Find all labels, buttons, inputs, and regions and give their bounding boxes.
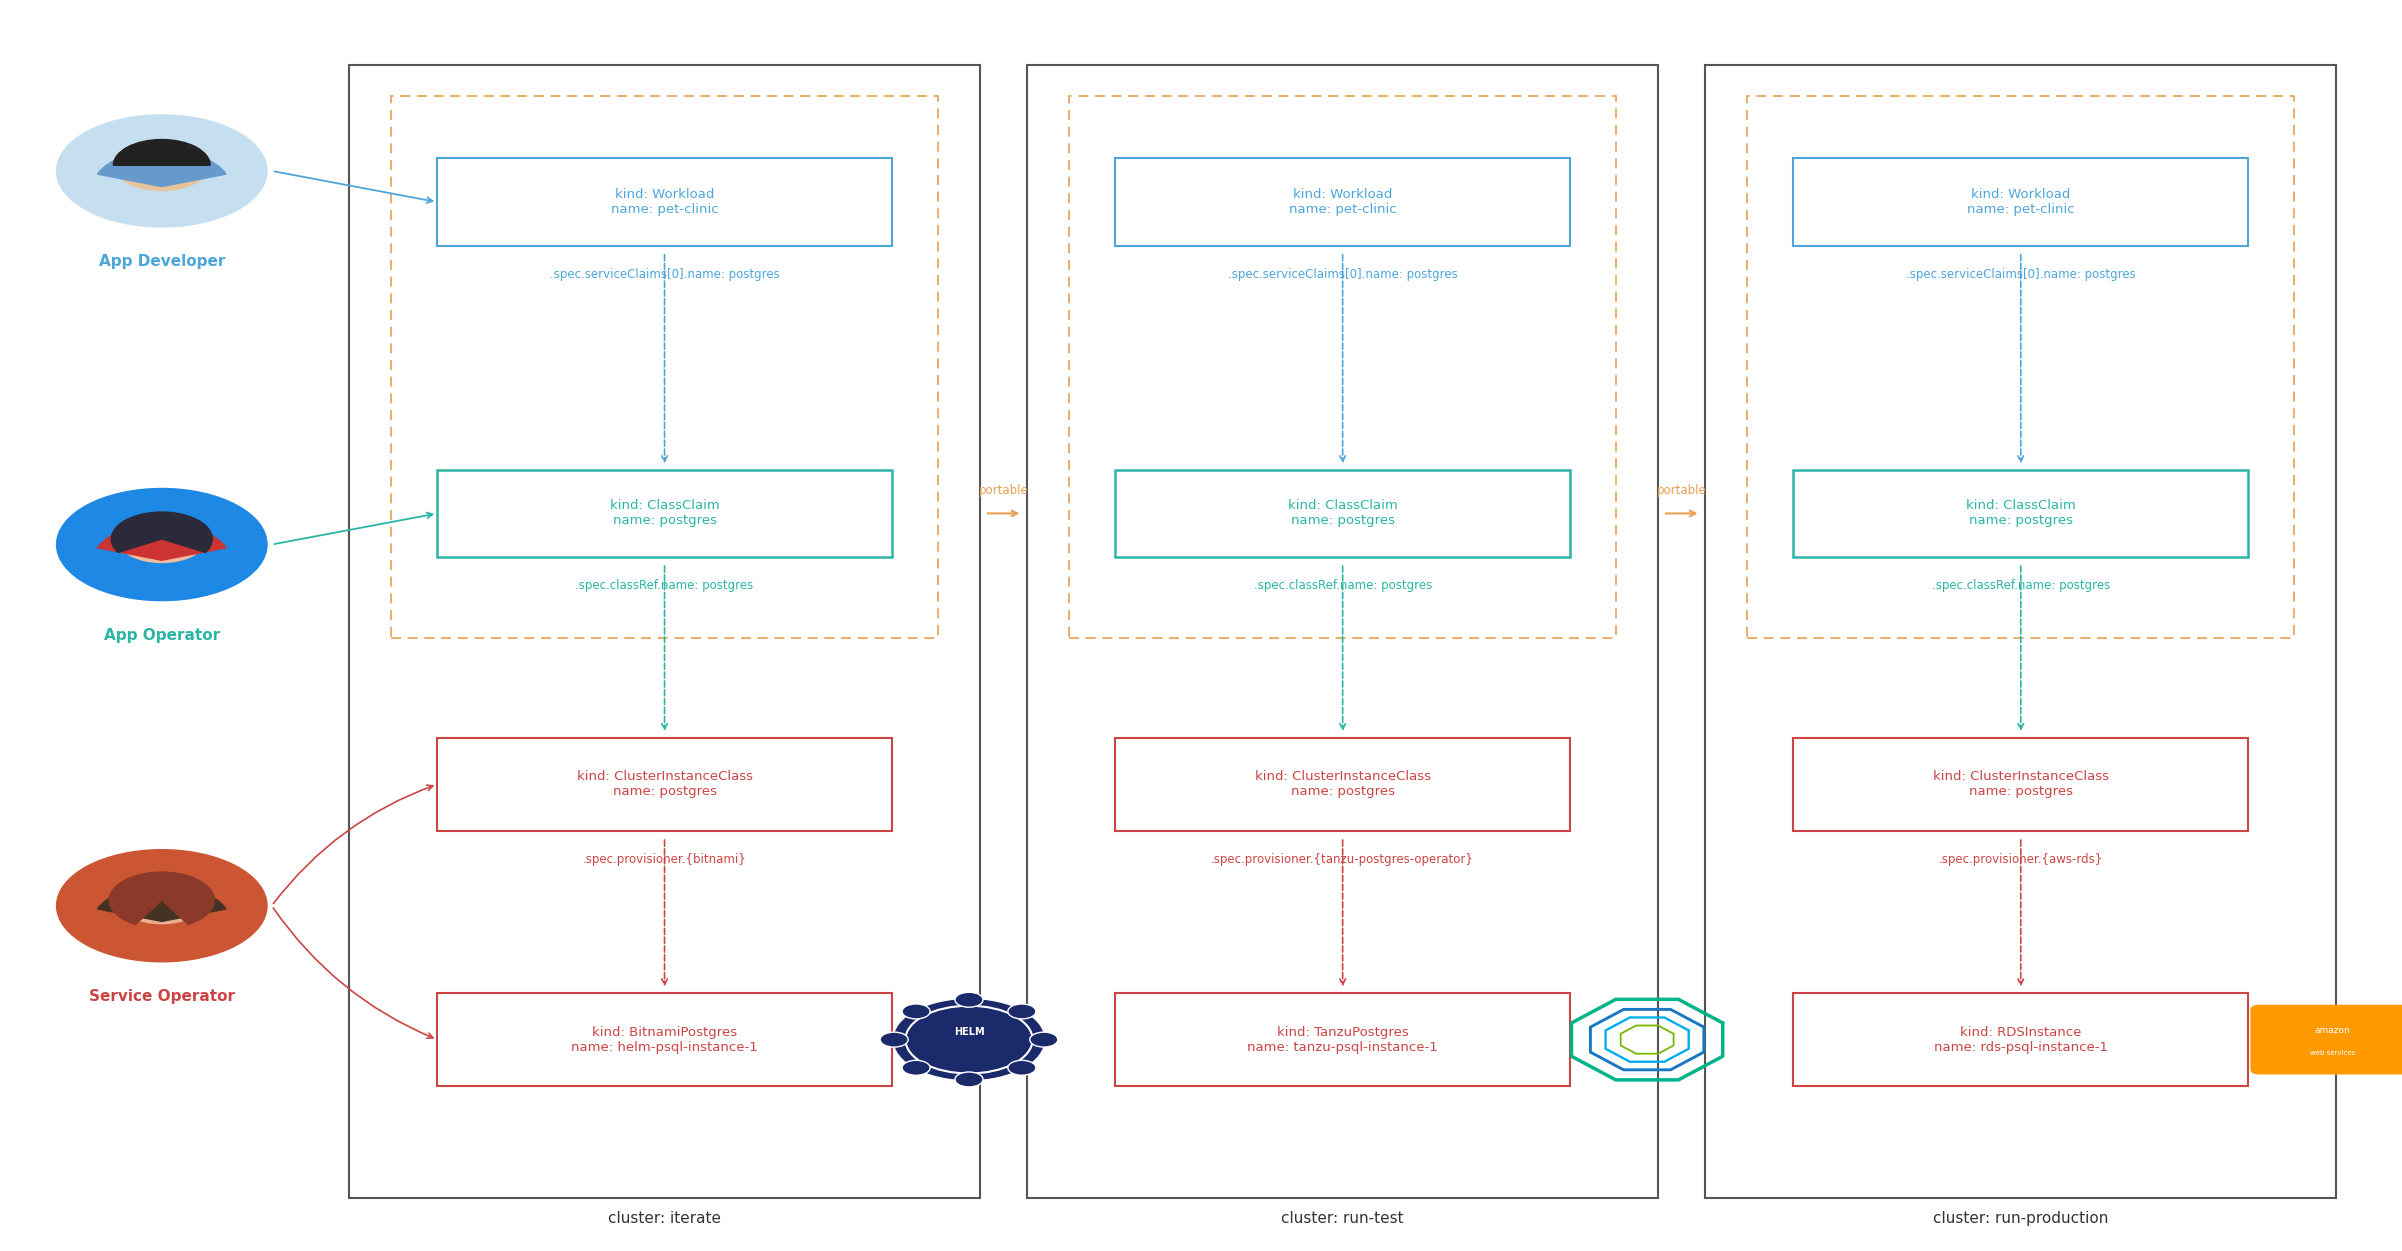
Text: kind: RDSInstance
name: rds-psql-instance-1: kind: RDSInstance name: rds-psql-instanc…: [1934, 1026, 2109, 1053]
Circle shape: [879, 1032, 908, 1047]
Text: kind: ClassClaim
name: postgres: kind: ClassClaim name: postgres: [610, 499, 721, 528]
Text: Service Operator: Service Operator: [89, 990, 235, 1005]
Text: kind: ClassClaim
name: postgres: kind: ClassClaim name: postgres: [1287, 499, 1398, 528]
Text: .spec.serviceClaims[0].name: postgres: .spec.serviceClaims[0].name: postgres: [550, 268, 778, 281]
Circle shape: [903, 1005, 930, 1018]
Text: kind: ClassClaim
name: postgres: kind: ClassClaim name: postgres: [1965, 499, 2075, 528]
FancyBboxPatch shape: [437, 738, 891, 831]
Circle shape: [956, 992, 982, 1007]
Text: kind: Workload
name: pet-clinic: kind: Workload name: pet-clinic: [1967, 188, 2075, 216]
Text: cluster: iterate: cluster: iterate: [608, 1211, 721, 1226]
Circle shape: [1030, 1032, 1057, 1047]
Circle shape: [894, 1000, 1045, 1080]
Text: kind: Workload
name: pet-clinic: kind: Workload name: pet-clinic: [610, 188, 718, 216]
Circle shape: [903, 1061, 930, 1076]
Wedge shape: [113, 140, 211, 165]
Text: .spec.classRef.name: postgres: .spec.classRef.name: postgres: [1254, 579, 1432, 593]
Wedge shape: [98, 150, 226, 186]
FancyBboxPatch shape: [348, 65, 980, 1198]
Text: kind: ClusterInstanceClass
name: postgres: kind: ClusterInstanceClass name: postgre…: [576, 771, 752, 798]
FancyBboxPatch shape: [1794, 738, 2248, 831]
Text: kind: Workload
name: pet-clinic: kind: Workload name: pet-clinic: [1290, 188, 1396, 216]
FancyBboxPatch shape: [437, 470, 891, 557]
Text: kind: ClusterInstanceClass
name: postgres: kind: ClusterInstanceClass name: postgre…: [1934, 771, 2109, 798]
FancyBboxPatch shape: [1794, 159, 2248, 245]
Text: cluster: run-test: cluster: run-test: [1280, 1211, 1405, 1226]
Text: portable: portable: [978, 484, 1028, 497]
FancyBboxPatch shape: [2251, 1005, 2402, 1075]
FancyBboxPatch shape: [1028, 65, 1657, 1198]
FancyBboxPatch shape: [1115, 993, 1571, 1086]
Text: .spec.provisioner.{bitnami}: .spec.provisioner.{bitnami}: [584, 853, 747, 867]
Circle shape: [58, 849, 267, 962]
Wedge shape: [98, 884, 226, 922]
FancyBboxPatch shape: [1115, 738, 1571, 831]
Text: kind: TanzuPostgres
name: tanzu-psql-instance-1: kind: TanzuPostgres name: tanzu-psql-ins…: [1247, 1026, 1439, 1053]
Circle shape: [115, 140, 209, 190]
FancyBboxPatch shape: [437, 993, 891, 1086]
FancyBboxPatch shape: [437, 159, 891, 245]
Circle shape: [118, 877, 207, 923]
Wedge shape: [110, 512, 211, 553]
Text: .spec.classRef.name: postgres: .spec.classRef.name: postgres: [1931, 579, 2109, 593]
FancyBboxPatch shape: [392, 96, 939, 638]
Text: App Operator: App Operator: [103, 628, 221, 643]
Text: App Developer: App Developer: [98, 254, 226, 269]
Text: .spec.provisioner.{aws-rds}: .spec.provisioner.{aws-rds}: [1938, 853, 2102, 867]
Text: .spec.classRef.name: postgres: .spec.classRef.name: postgres: [576, 579, 754, 593]
Wedge shape: [108, 872, 214, 924]
Text: .spec.provisioner.{tanzu-postgres-operator}: .spec.provisioner.{tanzu-postgres-operat…: [1211, 853, 1475, 867]
Circle shape: [118, 515, 207, 563]
Text: HELM: HELM: [954, 1027, 985, 1037]
FancyBboxPatch shape: [1794, 470, 2248, 557]
Text: .spec.serviceClaims[0].name: postgres: .spec.serviceClaims[0].name: postgres: [1905, 268, 2135, 281]
Wedge shape: [98, 524, 226, 560]
Circle shape: [1009, 1005, 1035, 1018]
Text: web services: web services: [2311, 1050, 2354, 1056]
Text: .spec.serviceClaims[0].name: postgres: .spec.serviceClaims[0].name: postgres: [1227, 268, 1458, 281]
Text: cluster: run-production: cluster: run-production: [1934, 1211, 2109, 1226]
Circle shape: [58, 488, 267, 600]
Text: portable: portable: [1657, 484, 1705, 497]
FancyBboxPatch shape: [1069, 96, 1617, 638]
Text: kind: BitnamiPostgres
name: helm-psql-instance-1: kind: BitnamiPostgres name: helm-psql-in…: [572, 1026, 759, 1053]
Text: amazon: amazon: [2316, 1026, 2349, 1035]
FancyBboxPatch shape: [1794, 993, 2248, 1086]
Circle shape: [956, 1072, 982, 1087]
FancyBboxPatch shape: [1746, 96, 2294, 638]
Circle shape: [1009, 1061, 1035, 1076]
FancyBboxPatch shape: [1705, 65, 2337, 1198]
Text: kind: ClusterInstanceClass
name: postgres: kind: ClusterInstanceClass name: postgre…: [1254, 771, 1432, 798]
FancyBboxPatch shape: [1115, 470, 1571, 557]
Circle shape: [58, 115, 267, 226]
FancyBboxPatch shape: [1115, 159, 1571, 245]
